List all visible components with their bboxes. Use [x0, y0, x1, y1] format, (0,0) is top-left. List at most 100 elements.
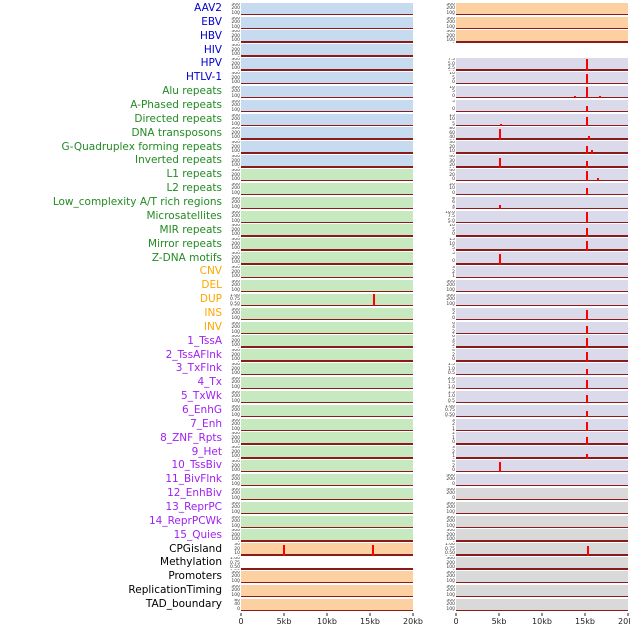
column-gap: [413, 78, 441, 79]
signal-spike: [585, 187, 588, 196]
track-label: 8_ZNF_Rpts: [160, 431, 222, 444]
y-tick-label: 200: [231, 103, 240, 109]
y-tick-label: 6: [452, 321, 455, 326]
y-tick-label: 100: [231, 329, 240, 334]
y-tick-label: 100: [231, 357, 240, 362]
y-tick-label: 100: [231, 412, 240, 418]
y-tick-label: 100: [231, 10, 240, 16]
y-tick-label: 5: [452, 75, 455, 81]
y-tick-label: 100: [231, 440, 240, 445]
track-panel-right: [456, 99, 628, 113]
column-gap: [413, 535, 441, 536]
signal-baseline: [456, 443, 628, 445]
x-tick-mark: [627, 613, 629, 616]
y-tick-label: 200: [231, 158, 240, 164]
signal-baseline: [456, 221, 628, 224]
track-label: HPV: [200, 57, 222, 70]
track-panel-right: [456, 543, 628, 556]
y-tick-label: 10.0: [444, 210, 455, 215]
track-panel-right: [456, 432, 628, 445]
signal-baseline: [241, 401, 413, 404]
track-panel-right: [456, 279, 628, 293]
y-tick-label: 0: [452, 93, 455, 99]
signal-spike: [498, 254, 501, 265]
yticks-right: [441, 44, 456, 56]
signal-baseline: [456, 124, 628, 126]
y-tick-label: 0.50: [444, 412, 455, 418]
y-tick-label: 200: [231, 241, 240, 247]
x-tick-mark: [326, 613, 328, 616]
y-tick-label: 200: [231, 255, 240, 261]
y-tick-label: 100: [446, 10, 455, 16]
y-tick-label: 1: [452, 454, 455, 459]
x-tick-label: 0: [453, 617, 459, 626]
y-tick-label: 300: [231, 279, 240, 284]
track-panel-right: [456, 72, 628, 85]
y-tick-label: 100: [231, 204, 240, 210]
y-tick-label: 200: [231, 338, 240, 344]
signal-baseline: [456, 83, 628, 85]
signal-baseline: [241, 374, 413, 376]
y-tick-label: 200: [231, 75, 240, 81]
track-label: 12_EnhBiv: [167, 487, 222, 500]
signal-spike: [585, 309, 588, 321]
signal-baseline: [456, 41, 628, 43]
y-tick-label: 1.5: [447, 390, 455, 395]
y-tick-label: 3: [452, 266, 455, 271]
track-panel-right: [456, 363, 628, 376]
y-tick-label: 20: [449, 182, 455, 187]
track-label: 2_TssAFlnk: [165, 348, 222, 361]
y-tick-label: 1.0: [447, 366, 455, 372]
track-panel-left: [241, 321, 413, 334]
y-tick-label: 300: [446, 557, 455, 562]
track-panel-left: [241, 279, 413, 293]
y-tick-label: 1.00: [444, 543, 455, 548]
signal-spike: [599, 95, 602, 99]
y-tick-label: 200: [231, 283, 240, 289]
signal-spike: [585, 326, 588, 334]
y-tick-label: 10: [449, 72, 455, 77]
signal-baseline: [456, 332, 628, 334]
y-tick-label: 300: [231, 307, 240, 312]
y-tick-label: 4: [452, 349, 455, 354]
y-tick-label: 300: [231, 210, 240, 215]
signal-baseline: [241, 318, 413, 321]
signal-baseline: [456, 360, 628, 362]
y-tick-label: 4: [452, 460, 455, 465]
x-tick-label: 20kb: [618, 617, 630, 626]
y-tick-label: 300: [231, 515, 240, 520]
track-panel-left: [241, 238, 413, 251]
x-tick-label: 10kb: [532, 617, 552, 626]
x-axis: 0 5kb 10kb 15kb 20kb: [238, 613, 423, 629]
y-tick-label: 10: [234, 551, 240, 556]
yticks-right: 3020100: [441, 141, 456, 153]
signal-baseline: [456, 263, 628, 265]
y-tick-label: 100: [446, 537, 455, 542]
y-tick-label: 1: [452, 435, 455, 441]
track-label: Mirror repeats: [148, 237, 222, 250]
signal-baseline: [241, 124, 413, 126]
y-tick-label: 300: [231, 363, 240, 368]
track-label: DEL: [201, 279, 222, 292]
column-gap: [413, 50, 441, 51]
y-tick-label: 300: [446, 584, 455, 589]
track-panel-left: [241, 598, 413, 612]
y-tick-label: 0.5: [447, 398, 455, 404]
y-tick-label: 4: [452, 204, 455, 210]
y-tick-label: 40: [449, 155, 455, 160]
signal-baseline: [241, 96, 413, 99]
track-panel-left: [241, 501, 413, 515]
signal-spike: [585, 241, 588, 251]
